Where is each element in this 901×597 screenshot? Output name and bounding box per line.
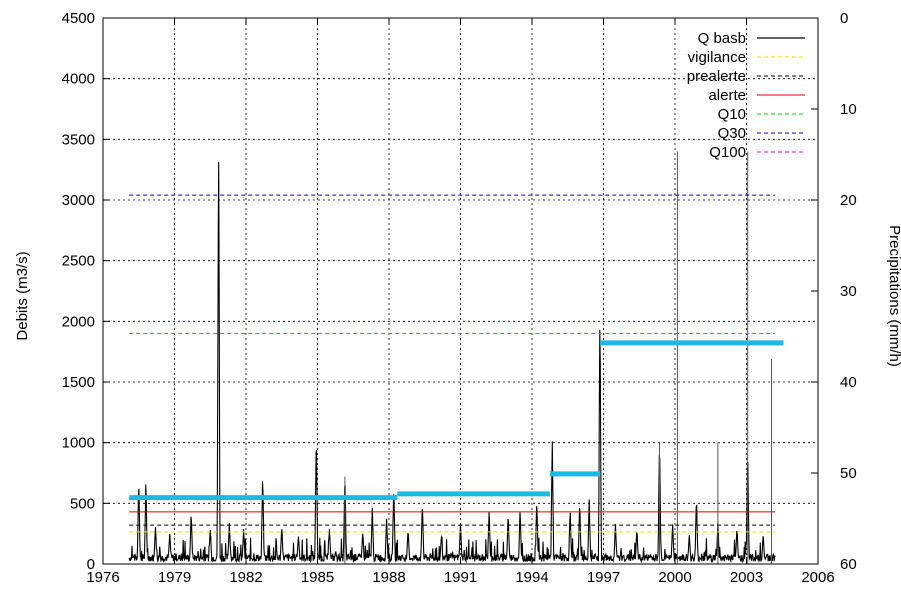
legend-label-alerte: alerte — [708, 87, 746, 104]
x-tick-label: 1997 — [587, 569, 620, 586]
y-tick-label: 2000 — [62, 313, 95, 330]
y-tick-label: 4000 — [62, 71, 95, 88]
x-tick-label: 1982 — [229, 569, 262, 586]
threshold-layer — [129, 194, 776, 533]
y-tick-label: 3000 — [62, 192, 95, 209]
x-tick-label: 1985 — [301, 569, 334, 586]
y2-axis-title: Precipitations (mm/h) — [886, 225, 901, 367]
x-tick-label: 1979 — [158, 569, 191, 586]
legend-label-q30: Q30 — [718, 125, 746, 142]
legend-label-vigilance: vigilance — [688, 49, 746, 66]
x-tick-label: 2003 — [730, 569, 763, 586]
y2-tick-label: 60 — [840, 556, 857, 573]
x-tick-label: 2006 — [801, 569, 834, 586]
y2-tick-label: 20 — [840, 192, 857, 209]
y-tick-label: 2500 — [62, 253, 95, 270]
series-layer — [128, 151, 776, 564]
legend-label-prealerte: prealerte — [687, 68, 746, 85]
y-tick-label: 1000 — [62, 435, 95, 452]
x-tick-label: 2000 — [658, 569, 691, 586]
y-tick-label: 3500 — [62, 131, 95, 148]
x-tick-label: 1991 — [444, 569, 477, 586]
y2-tick-label: 40 — [840, 374, 857, 391]
legend-label-q10: Q10 — [718, 106, 746, 123]
y-axis-title: Debits (m3/s) — [14, 251, 31, 340]
grid-layer — [103, 18, 818, 564]
axis-layer: 1976 1979 1982 1985 1988 1991 1994 1997 2000 2003… — [62, 10, 857, 586]
x-tick-label: 1988 — [372, 569, 405, 586]
legend-label-q-basb: Q basb — [698, 30, 746, 47]
precipitation-layer — [129, 340, 784, 501]
y2-tick-label: 30 — [840, 283, 857, 300]
y-tick-label: 0 — [87, 556, 95, 573]
y-tick-label: 1500 — [62, 374, 95, 391]
legend-label-q100: Q100 — [709, 144, 746, 161]
y-tick-label: 4500 — [62, 10, 95, 27]
x-tick-label: 1976 — [86, 569, 119, 586]
y2-tick-label: 0 — [840, 10, 848, 27]
legend: Q basb vigilance prealerte alerte Q10 Q30 Q100 — [687, 30, 805, 161]
y-tick-label: 500 — [70, 495, 95, 512]
q-basb-line — [128, 161, 776, 564]
y2-tick-label: 10 — [840, 101, 857, 118]
x-tick-label: 1994 — [515, 569, 548, 586]
y2-tick-label: 50 — [840, 465, 857, 482]
